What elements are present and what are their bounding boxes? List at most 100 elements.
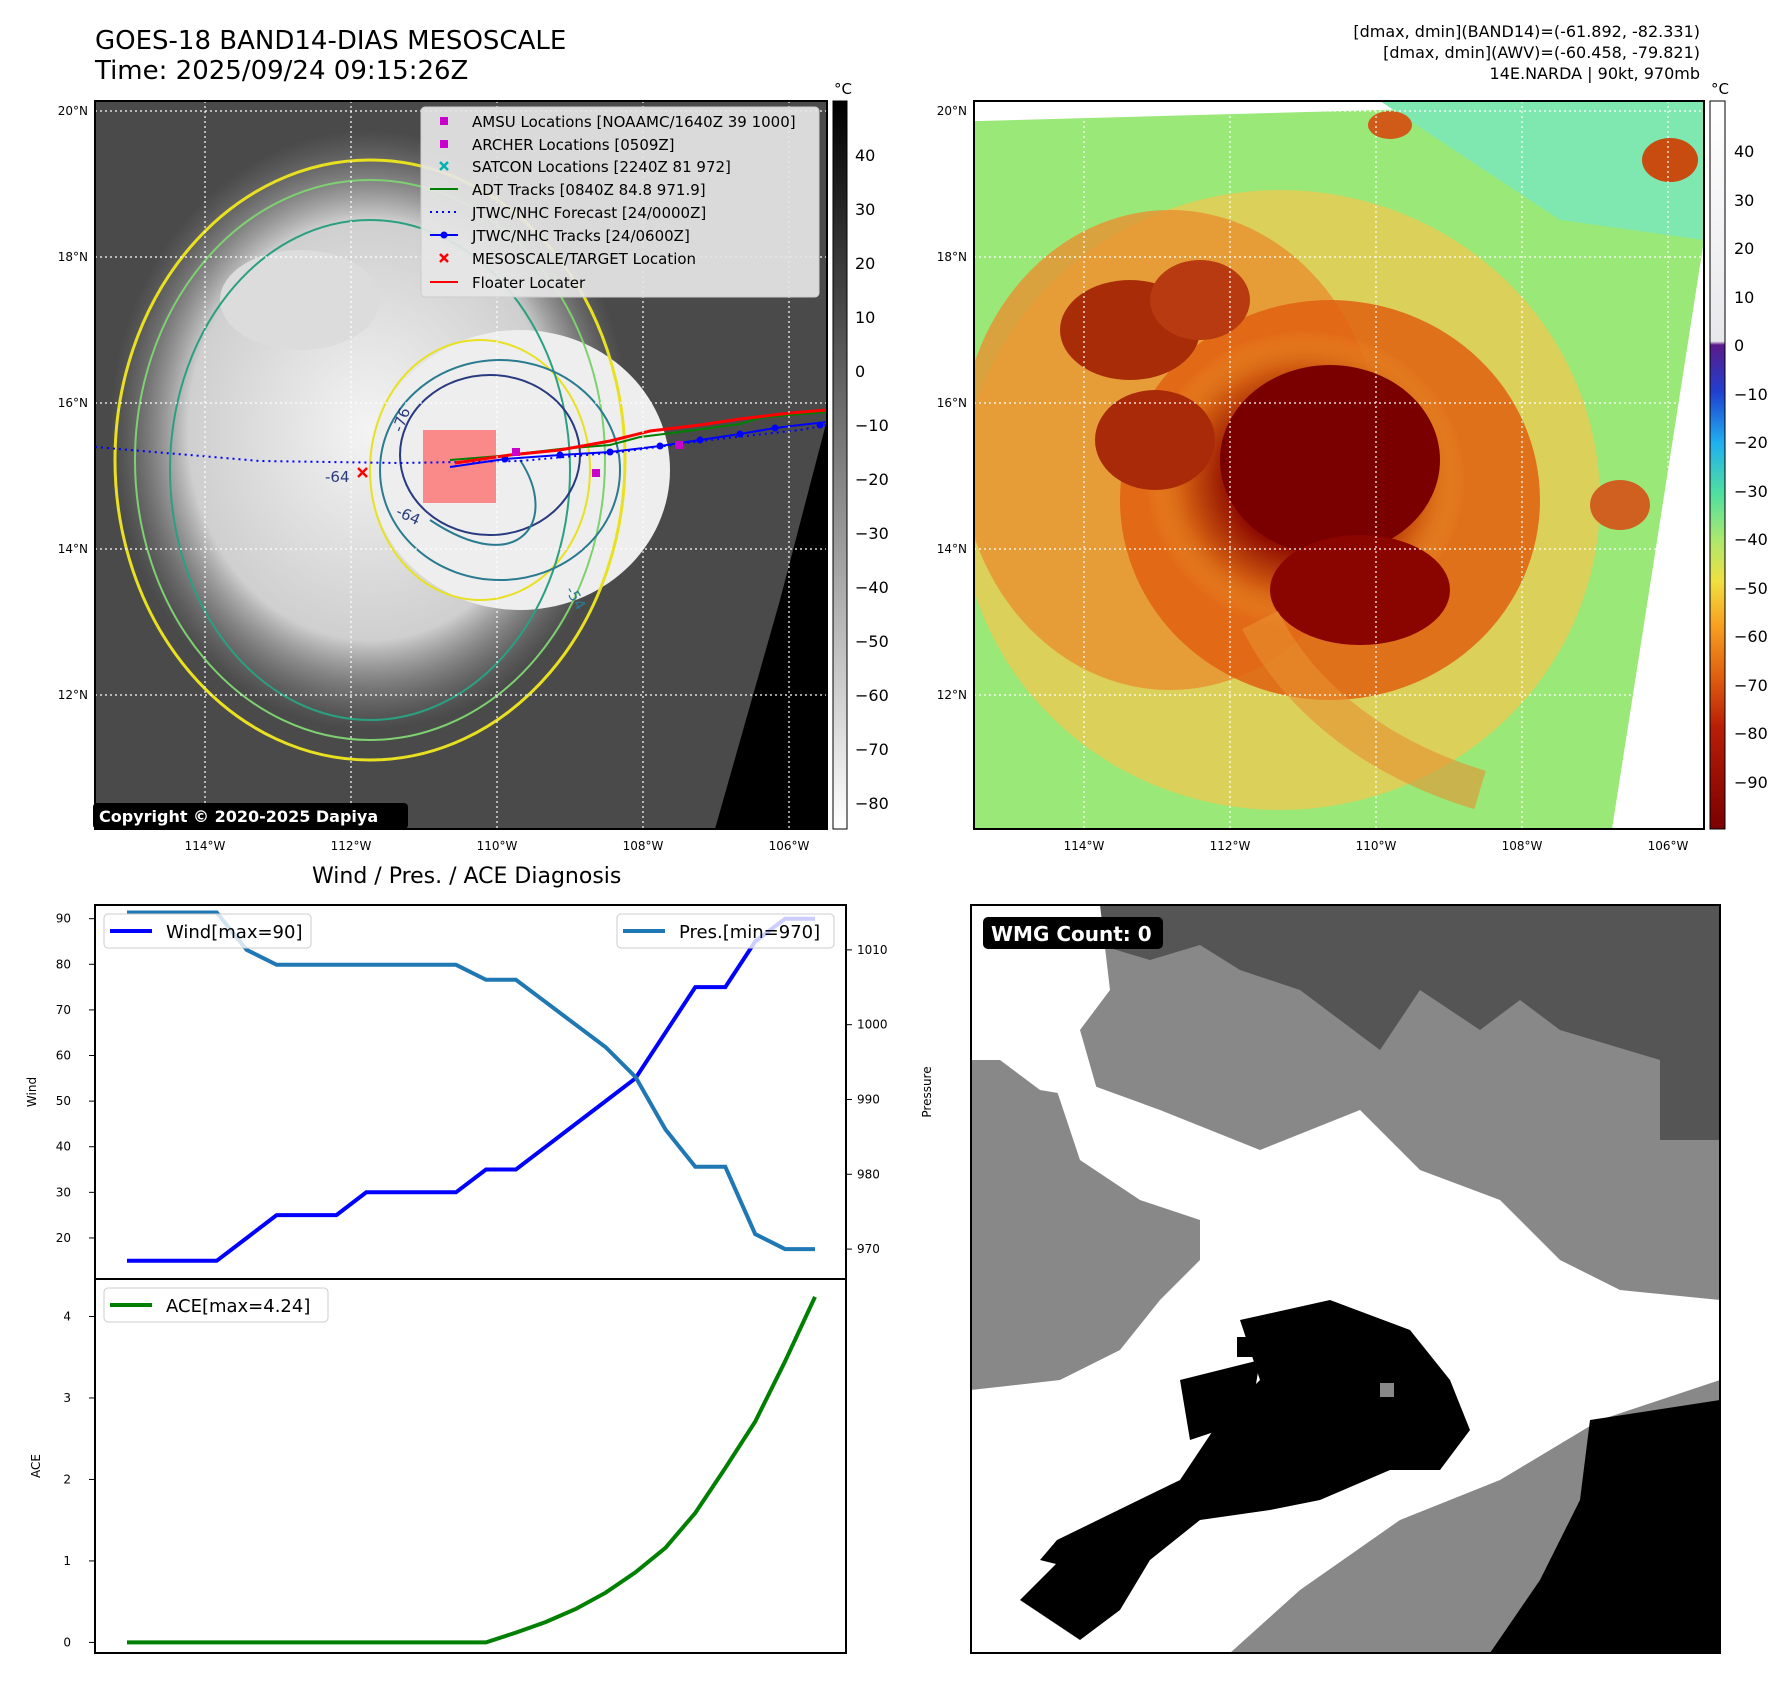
svg-text:−80: −80 (855, 794, 889, 813)
wind-tick-label: 30 (56, 1185, 71, 1199)
svg-text:−60: −60 (1734, 627, 1768, 646)
svg-text:108°W: 108°W (623, 839, 664, 853)
awv-lon-ticks: 114°W 112°W 110°W 108°W 106°W (1064, 839, 1689, 853)
ir-panel: -76 -64 -64 -54 (58, 80, 889, 853)
ir-colorbar-unit: °C (834, 80, 852, 98)
pressure-tick-label: 980 (857, 1167, 880, 1181)
wmg-panel: WMG Count: 0 (970, 904, 1721, 1654)
awv-frame (973, 100, 1705, 830)
ace-series-line (127, 1296, 817, 1645)
svg-text:114°W: 114°W (185, 839, 226, 853)
ace-ylabel: ACE (29, 1454, 43, 1478)
wmg-frame (970, 904, 1721, 1654)
svg-text:114°W: 114°W (1064, 839, 1105, 853)
target-marker (357, 467, 368, 478)
svg-text:20°N: 20°N (937, 104, 967, 118)
wind-tick-label: 90 (56, 912, 71, 926)
copyright-text: Copyright © 2020-2025 Dapiya (99, 807, 378, 826)
svg-text:108°W: 108°W (1502, 839, 1543, 853)
floater-track (454, 408, 827, 465)
ir-frame (94, 100, 828, 830)
svg-text:40: 40 (1734, 142, 1754, 161)
wind-tick-label: 80 (56, 957, 71, 971)
wmg-black-region (1020, 1300, 1470, 1640)
svg-text:0: 0 (855, 362, 865, 381)
ace-tick-label: 3 (63, 1391, 71, 1405)
wind-y-ticks: 20 30 40 50 60 70 80 90 (56, 912, 95, 1245)
ir-legend: AMSU Locations [NOAAMC/1640Z 39 1000] AR… (420, 106, 820, 298)
legend-item: JTWC/NHC Forecast [24/0000Z] (471, 204, 706, 222)
svg-text:40: 40 (855, 146, 875, 165)
legend-archer-icon (440, 140, 448, 148)
forecast-track (95, 424, 827, 465)
svg-text:16°N: 16°N (937, 396, 967, 410)
ace-chart: 0 1 2 3 4 ACE ACE[max=4.24] (29, 1278, 847, 1654)
figure-title: GOES-18 BAND14-DIAS MESOSCALE (95, 26, 567, 56)
legend-item: JTWC/NHC Tracks [24/0600Z] (471, 227, 690, 245)
contour-yellow (113, 158, 627, 762)
legend-item: Floater Locater (472, 274, 586, 292)
ir-colorbar: °C 40 30 20 10 0 −10 −20 −30 −40 −50 −60… (832, 80, 889, 830)
ace-tick-label: 1 (63, 1554, 71, 1568)
central-dense-overcast (1220, 365, 1440, 555)
svg-text:20: 20 (855, 254, 875, 273)
ace-y-ticks: 0 1 2 3 4 (63, 1309, 95, 1649)
wind-ylabel: Wind (25, 1077, 39, 1107)
ir-colorbar-ticks: 40 30 20 10 0 −10 −20 −30 −40 −50 −60 −7… (855, 146, 889, 813)
ace-frame (94, 1278, 847, 1654)
svg-text:14°N: 14°N (58, 542, 88, 556)
pressure-tick-label: 970 (857, 1242, 880, 1256)
storm-info: 14E.NARDA | 90kt, 970mb (1489, 64, 1700, 83)
legend-amsu-icon (440, 117, 448, 125)
wind-frame (94, 904, 847, 1280)
svg-text:20: 20 (1734, 239, 1754, 258)
pressure-tick-label: 1010 (857, 943, 888, 957)
ace-tick-label: 4 (63, 1309, 71, 1323)
contour-indigo (399, 374, 581, 536)
svg-text:112°W: 112°W (331, 839, 372, 853)
svg-text:−30: −30 (855, 524, 889, 543)
svg-text:−90: −90 (1734, 773, 1768, 792)
pressure-tick-label: 1000 (857, 1018, 888, 1032)
best-track-points (501, 421, 824, 463)
svg-text:16°N: 16°N (58, 396, 88, 410)
awv-colorbar: °C 40 30 20 10 0 −10 −20 −30 −40 −50 −60… (1709, 80, 1768, 830)
svg-text:−40: −40 (855, 578, 889, 597)
pressure-tick-label: 990 (857, 1092, 880, 1106)
awv-gridlines (974, 101, 1704, 829)
svg-text:−20: −20 (1734, 433, 1768, 452)
svg-text:0: 0 (1734, 336, 1744, 355)
svg-text:18°N: 18°N (937, 250, 967, 264)
svg-text:10: 10 (1734, 288, 1754, 307)
svg-text:12°N: 12°N (58, 688, 88, 702)
legend-target-icon (439, 253, 449, 263)
svg-text:10: 10 (855, 308, 875, 327)
svg-text:30: 30 (1734, 191, 1754, 210)
stats-awv: [dmax, dmin](AWV)=(-60.458, -79.821) (1383, 43, 1700, 62)
wind-legend: Wind[max=90] (103, 913, 312, 949)
svg-text:12°N: 12°N (937, 688, 967, 702)
diag-panel-title: Wind / Pres. / ACE Diagnosis (312, 864, 622, 889)
wind-tick-label: 50 (56, 1094, 71, 1108)
svg-text:14°N: 14°N (937, 542, 967, 556)
svg-text:−70: −70 (1734, 676, 1768, 695)
svg-text:−60: −60 (855, 686, 889, 705)
svg-text:110°W: 110°W (1356, 839, 1397, 853)
contour-label: -64 (325, 468, 350, 486)
wmg-badge-text: WMG Count: 0 (991, 922, 1152, 946)
svg-text:−50: −50 (1734, 579, 1768, 598)
svg-text:−50: −50 (855, 632, 889, 651)
legend-item: ARCHER Locations [0509Z] (472, 136, 675, 154)
amsu-points (512, 441, 683, 477)
svg-text:106°W: 106°W (1648, 839, 1689, 853)
svg-text:−10: −10 (855, 416, 889, 435)
awv-lat-ticks: 20°N 18°N 16°N 14°N 12°N (937, 104, 967, 702)
wmg-badge (983, 917, 1163, 949)
pressure-ylabel: Pressure (920, 1066, 934, 1117)
svg-text:20°N: 20°N (58, 104, 88, 118)
figure-time: Time: 2025/09/24 09:15:26Z (95, 56, 469, 86)
legend-item: MESOSCALE/TARGET Location (472, 250, 696, 268)
awv-colorbar-ticks: 40 30 20 10 0 −10 −20 −30 −40 −50 −60 −7… (1734, 142, 1768, 792)
svg-text:−40: −40 (1734, 530, 1768, 549)
